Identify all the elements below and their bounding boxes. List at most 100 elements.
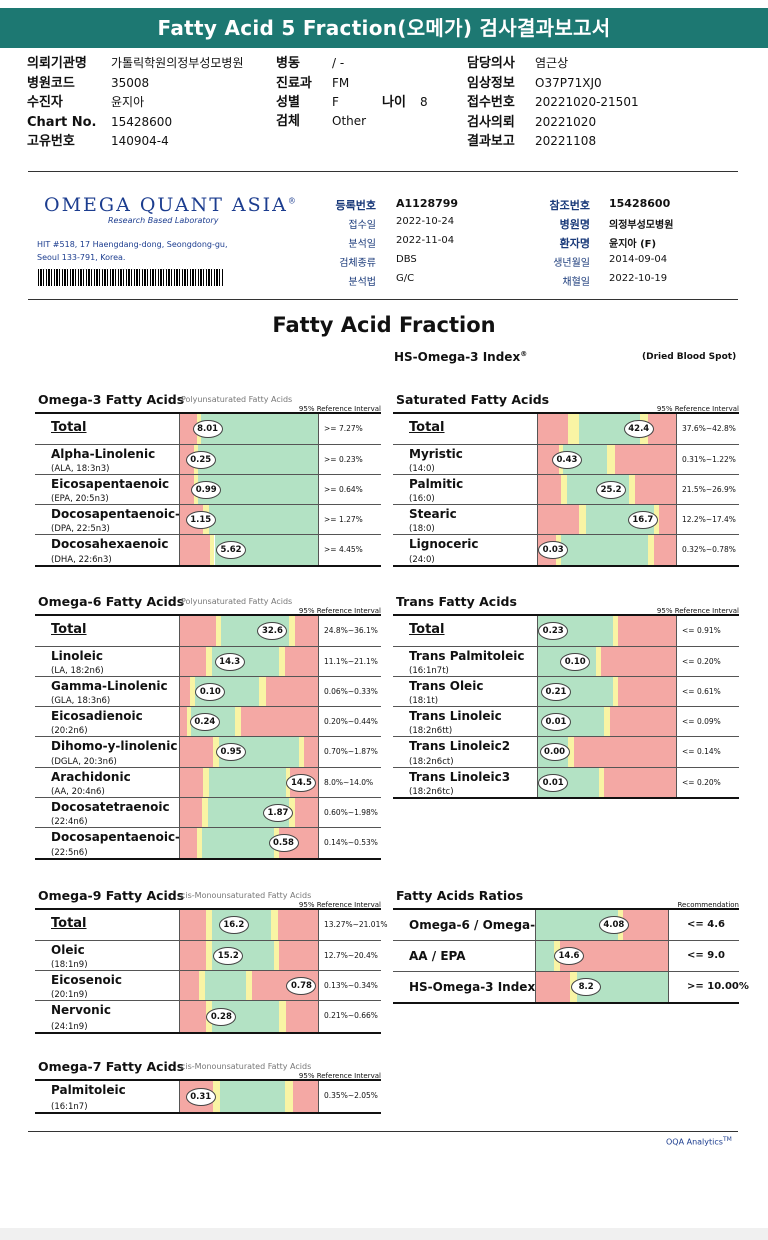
table-row: Trans Oleic (18:1t) 0.21 <= 0.61% [393,676,739,706]
bar-zone-yellow [258,677,266,706]
fatty-acid-abbreviation: (18:1n9) [51,960,88,970]
fatty-acid-name: Total [409,622,445,637]
bar-zone-yellow [189,677,196,706]
result-bar: 0.31 [179,1081,319,1112]
fatty-acid-name: AA / EPA [409,949,466,963]
section-table: Omega-6 / Omega-3 4.08 <= 4.6 AA / EPA 14.6 <… [393,908,749,1004]
table-row: Total 32.6 24.8%~36.1% [35,616,381,646]
patient-field-label: 병동 [276,56,300,71]
result-bar: 16.2 [179,910,319,940]
table-row: Total 8.01 >= 7.27% [35,414,381,444]
result-bar: 5.62 [179,535,319,565]
fatty-acid-name: Palmitic [409,477,464,491]
bar-zone-red [180,798,203,827]
reference-range: <= 4.6 [687,919,725,930]
result-marker: 4.08 [598,916,629,934]
result-bar: 0.10 [179,677,319,706]
fatty-acid-name: Total [51,420,87,435]
table-row: Docosatetraenoic (22:4n6) 1.87 0.60%~1.98% [35,797,381,827]
result-marker: 1.15 [185,510,216,529]
section-title: Omega-9 Fatty Acids [38,888,185,903]
fatty-acid-abbreviation: (18:0) [409,524,435,534]
patient-field-label: 결과보고 [467,134,515,150]
bar-zone-green [561,535,649,565]
reference-range: >= 0.23% [324,455,363,464]
reference-range: <= 0.91% [682,626,721,635]
fatty-acid-name: Eicosapentaenoic [51,477,170,491]
registration-label: 채혈일 [562,277,590,288]
patient-field-value: Other [332,114,367,128]
bar-zone-red [180,414,197,444]
bar-zone-yellow [561,475,567,504]
reference-range: <= 9.0 [687,950,725,961]
bar-zone-green [220,1081,285,1112]
bar-zone-red [294,616,318,646]
table-row: Trans Linoleic (18:2n6tt) 0.01 <= 0.09% [393,706,739,736]
bar-zone-yellow [604,707,610,736]
section-title: Saturated Fatty Acids [396,392,550,407]
result-marker: 0.28 [206,1007,237,1026]
fatty-acid-abbreviation: (ALA, 18:3n3) [51,464,110,474]
section-title: Trans Fatty Acids [396,594,517,609]
fatty-acid-name: Nervonic [51,1003,111,1017]
bar-zone-red [277,910,318,940]
table-row: Eicosapentaenoic (EPA, 20:5n3) 0.99 >= 0.64… [35,474,381,504]
reference-range: 8.0%~14.0% [324,778,374,787]
bar-zone-red [265,677,318,706]
fatty-acid-name: Trans Linoleic2 [409,739,511,753]
registration-value: 2022-10-19 [609,273,668,284]
index-title: HS-Omega-3 Index® [394,350,527,364]
fatty-acid-name: Palmitoleic [51,1083,126,1097]
table-row: Gamma-Linolenic (GLA, 18:3n6) 0.10 0.06%~0.… [35,676,381,706]
patient-field-value: 140904-4 [111,134,169,149]
lab-logo: OMEGA QUANT ASIA® [44,194,298,216]
reference-range: 11.1%~21.1% [324,657,378,666]
bar-zone-yellow [196,828,203,858]
result-marker: 32.6 [257,622,288,640]
patient-field-value: O37P71XJ0 [535,75,602,90]
fatty-acid-abbreviation: (LA, 18:2n6) [51,666,104,676]
bar-zone-yellow [279,647,285,676]
reference-range: 37.6%~42.8% [682,424,736,433]
result-marker: 42.4 [623,420,654,438]
reference-range: 12.2%~17.4% [682,515,736,524]
registration-label: 병원명 [559,218,590,231]
bar-zone-yellow [289,616,295,646]
bar-zone-yellow [598,768,605,797]
bar-zone-yellow [568,737,574,767]
fatty-acid-name: Lignoceric [409,537,479,551]
bar-zone-yellow [648,535,654,565]
reference-range: 0.60%~1.98% [324,808,378,817]
fatty-acid-abbreviation: (24:1n9) [51,1022,88,1032]
result-bar: 0.95 [179,737,319,767]
report-title: Fatty Acid 5 Fraction(오메가) 검사결과보고서 [0,8,768,48]
table-row: HS-Omega-3 Index 8.2 >= 10.00% [393,971,749,1002]
result-bar: 14.3 [179,647,319,676]
bar-zone-red [604,768,676,797]
bar-zone-red [573,737,676,767]
bar-zone-yellow [213,737,219,767]
registration-label: 접수일 [348,220,376,231]
fatty-acid-name: Gamma-Linolenic [51,679,168,693]
footer-text: OQA Analytics [666,1137,723,1147]
result-marker: 0.58 [268,834,299,852]
registration-value: 2022-11-04 [396,235,455,246]
fatty-acid-name: Docosapentaenoic-n3 [51,507,197,521]
result-marker: 14.3 [214,652,245,671]
fatty-acid-abbreviation: (DHA, 22:6n3) [51,555,112,565]
registration-value: 2014-09-04 [609,254,668,265]
patient-field-label: 접수번호 [467,95,515,111]
bar-zone-yellow [186,707,192,736]
fatty-acid-abbreviation: (18:2n6tc) [409,787,454,797]
reference-interval-label: 95% Reference Interval [656,607,739,615]
section-title: Omega-3 Fatty Acids [38,392,185,407]
result-bar: 1.15 [179,505,319,534]
bar-zone-red [536,972,571,1002]
patient-field-label: 의뢰기관명 [27,56,87,71]
fatty-acid-name: Trans Palmitoleic [409,649,525,663]
logo-mark: ® [287,196,298,206]
result-bar: 0.78 [179,971,319,1000]
fatty-acid-abbreviation: (DPA, 22:5n3) [51,524,110,534]
fatty-acid-name: Stearic [409,507,457,521]
patient-field-value: 가톨릭학원의정부성모병원 [111,56,244,70]
